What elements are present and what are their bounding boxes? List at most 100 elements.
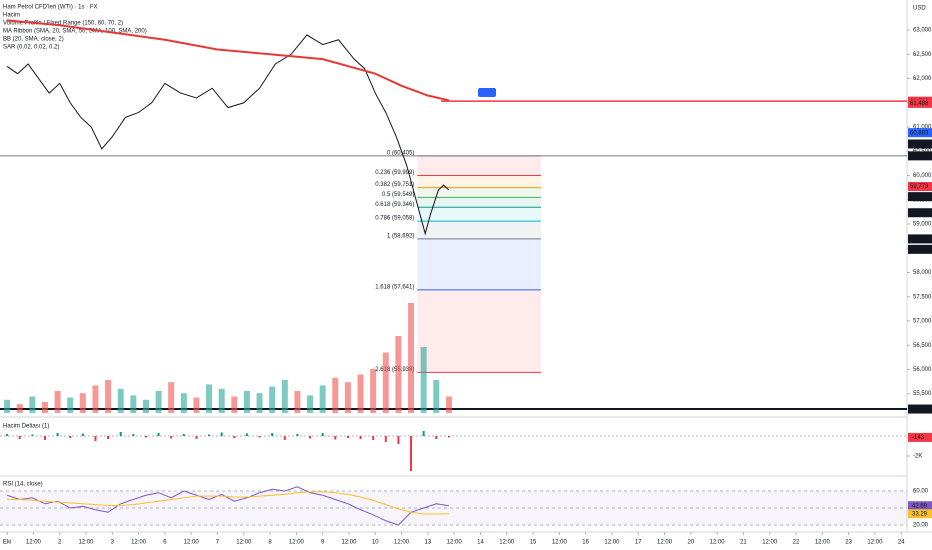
delta-bar: [283, 436, 286, 440]
delta-bar: [296, 434, 299, 436]
price-label: 59,773: [910, 184, 929, 190]
indicator-label: MA Ribbon (SMA, 20, SMA, 50, SMA, 100, S…: [3, 29, 147, 35]
rsi-line: [7, 491, 449, 515]
fib-zone: [417, 175, 541, 188]
fib-zone: [417, 187, 541, 198]
indicator-label: Volume Profile / Fixed Range (150, 60, 7…: [3, 21, 123, 27]
price-tick-label: 56,500: [913, 343, 932, 349]
delta-bar: [81, 433, 84, 436]
time-tick-label: 12:00: [867, 540, 883, 546]
time-tick-label: 15: [530, 540, 537, 546]
price-tick-label: 59,000: [913, 222, 932, 228]
fib-zone: [417, 155, 541, 176]
delta-bar: [372, 436, 375, 440]
time-tick-label: 14: [477, 540, 484, 546]
fib-label: 0 (60,405): [387, 150, 414, 156]
fib-zone: [417, 197, 541, 208]
time-tick-label: 12:00: [289, 540, 305, 546]
delta-title: Hacim Deltası (1): [3, 424, 49, 430]
volume-bar: [319, 385, 326, 413]
delta-bar: [107, 436, 110, 439]
volume-bar: [16, 404, 23, 413]
price-tick-label: 61,000: [913, 125, 932, 131]
delta-bar: [220, 432, 223, 436]
fib-label: 1.618 (57,641): [375, 284, 414, 290]
fib-label: 0.382 (59,751): [375, 182, 414, 188]
price-label-box: [908, 234, 932, 244]
volume-bar: [269, 386, 276, 413]
delta-tick-label: -2K: [913, 454, 922, 460]
delta-bar: [182, 434, 185, 436]
delta-bar: [43, 436, 46, 440]
delta-bar: [321, 433, 324, 436]
price-label: 58,477: [910, 247, 929, 253]
delta-bar: [157, 433, 160, 436]
fib-zone: [417, 221, 541, 239]
fib-label: 0.618 (59,346): [375, 202, 414, 208]
time-tick-label: 12:00: [394, 540, 410, 546]
delta-bar: [144, 436, 147, 438]
volume-bar: [382, 352, 389, 413]
time-tick-label: 12:00: [447, 540, 463, 546]
indicator-label: Hacim: [3, 13, 20, 19]
delta-bar: [6, 434, 9, 436]
delta-bar: [346, 436, 349, 438]
price-label-box: [908, 128, 932, 138]
price-line: [6, 34, 450, 236]
time-tick-label: 3: [111, 540, 115, 546]
price-label-box: [908, 98, 932, 108]
rsi-value-label: 33.29: [912, 511, 928, 517]
delta-bar: [422, 431, 425, 436]
time-tick-label: 12:00: [762, 540, 778, 546]
price-tick-label: 56,000: [913, 367, 932, 373]
time-tick-label: 12:00: [552, 540, 568, 546]
time-tick-label: 20: [687, 540, 694, 546]
fib-label: 0.236 (59,999): [375, 170, 414, 176]
time-tick-label: 12:00: [657, 540, 673, 546]
delta-bar: [410, 436, 413, 471]
price-tick-label: 57,000: [913, 319, 932, 325]
volume-bar: [395, 336, 402, 413]
time-tick-label: 12:00: [78, 540, 94, 546]
price-tick-label: 62,500: [913, 52, 932, 58]
time-tick-label: 22: [793, 540, 800, 546]
price-label-box: [908, 151, 932, 161]
rsi-value-label: 42.69: [912, 503, 928, 509]
fib-label: 0.786 (59,058): [375, 216, 414, 222]
volume-bar: [231, 396, 238, 413]
price-label: 59,564: [910, 194, 929, 200]
price-label-box: [908, 404, 932, 414]
volume-bar: [79, 393, 86, 413]
price-label-box: [908, 139, 932, 149]
volume-bar: [41, 402, 48, 413]
volume-bar: [307, 395, 314, 413]
volume-bar: [370, 369, 377, 413]
volume-bar: [294, 391, 301, 413]
delta-bar: [309, 436, 312, 439]
time-tick-label: 2: [58, 540, 62, 546]
time-tick-label: 12:00: [236, 540, 252, 546]
time-tick-label: Eki: [3, 540, 11, 546]
delta-bar: [258, 436, 261, 438]
time-tick-label: 7: [216, 540, 220, 546]
volume-bar: [256, 393, 263, 413]
price-label: 61,488: [910, 101, 929, 107]
fib-label: 1 (58,692): [387, 233, 414, 239]
fib-zone: [417, 207, 541, 222]
indicator-label: SAR (0.02, 0.02, 0.2): [3, 45, 59, 51]
price-label: 60,883: [910, 130, 929, 136]
delta-bar: [56, 433, 59, 436]
volume-bar: [420, 347, 427, 413]
volume-bar: [344, 382, 351, 413]
fib-label: 2.618 (55,938): [375, 367, 414, 373]
time-tick-label: 24: [898, 540, 905, 546]
volume-bar: [357, 374, 364, 413]
time-tick-label: 23: [845, 540, 852, 546]
price-tick-label: 55,500: [913, 391, 932, 397]
volume-bar: [218, 388, 225, 413]
volume-bar: [408, 303, 415, 413]
volume-bar: [117, 388, 124, 413]
time-tick-label: 12:00: [184, 540, 200, 546]
